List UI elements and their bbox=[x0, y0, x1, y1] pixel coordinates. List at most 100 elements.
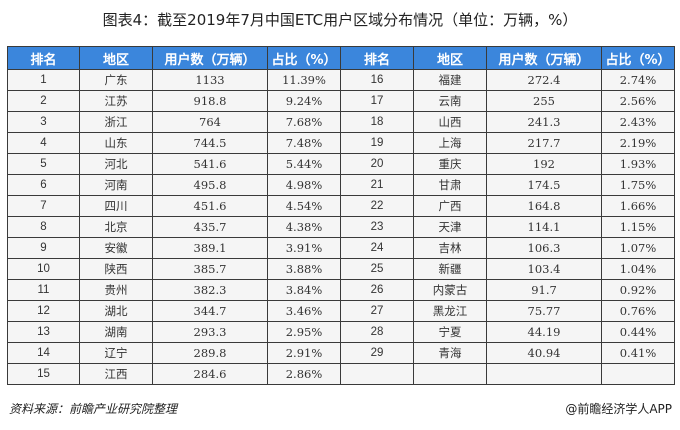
cell-region bbox=[413, 363, 487, 385]
cell-region: 新疆 bbox=[413, 258, 487, 280]
cell-region: 北京 bbox=[79, 216, 153, 238]
cell-share: 0.76% bbox=[601, 300, 675, 322]
cell-share: 9.24% bbox=[267, 90, 341, 112]
table-row: 12 湖北 344.7 3.46% 27 黑龙江 75.77 0.76% bbox=[7, 300, 675, 322]
cell-share: 1.04% bbox=[601, 258, 675, 280]
column-header-share: 占比（%） bbox=[601, 46, 675, 70]
cell-share bbox=[601, 363, 675, 385]
cell-rank: 2 bbox=[7, 90, 80, 112]
column-header-share: 占比（%） bbox=[267, 46, 341, 70]
cell-rank: 27 bbox=[340, 300, 414, 322]
cell-share: 11.39% bbox=[267, 69, 341, 91]
figure-title: 图表4：截至2019年7月中国ETC用户区域分布情况（单位：万辆，%） bbox=[102, 11, 578, 29]
etc-region-table: 排名 地区 用户数（万辆） 占比（%） 排名 地区 用户数（万辆） 占比（%） 1 广东 1133… bbox=[7, 46, 675, 385]
cell-region: 宁夏 bbox=[413, 321, 487, 343]
table-row: 5 河北 541.6 5.44% 20 重庆 192 1.93% bbox=[7, 153, 675, 175]
cell-rank: 19 bbox=[340, 132, 414, 154]
table-row: 3 浙江 764 7.68% 18 山西 241.3 2.43% bbox=[7, 111, 675, 133]
cell-users: 1133 bbox=[152, 69, 268, 91]
cell-share: 0.41% bbox=[601, 342, 675, 364]
cell-share: 3.91% bbox=[267, 237, 341, 259]
cell-rank: 7 bbox=[7, 195, 80, 217]
cell-share: 1.93% bbox=[601, 153, 675, 175]
cell-share: 2.86% bbox=[267, 363, 341, 385]
cell-share: 2.95% bbox=[267, 321, 341, 343]
cell-share: 2.91% bbox=[267, 342, 341, 364]
cell-region: 河北 bbox=[79, 153, 153, 175]
table-row: 10 陕西 385.7 3.88% 25 新疆 103.4 1.04% bbox=[7, 258, 675, 280]
column-header-rank: 排名 bbox=[7, 46, 80, 70]
cell-region: 辽宁 bbox=[79, 342, 153, 364]
column-header-region: 地区 bbox=[413, 46, 487, 70]
cell-users: 541.6 bbox=[152, 153, 268, 175]
source-note: 资料来源：前瞻产业研究院整理 bbox=[9, 402, 178, 416]
table-row: 13 湖南 293.3 2.95% 28 宁夏 44.19 0.44% bbox=[7, 321, 675, 343]
cell-rank: 23 bbox=[340, 216, 414, 238]
cell-users: 164.8 bbox=[486, 195, 602, 217]
cell-users: 764 bbox=[152, 111, 268, 133]
cell-rank: 26 bbox=[340, 279, 414, 301]
cell-region: 重庆 bbox=[413, 153, 487, 175]
cell-region: 江西 bbox=[79, 363, 153, 385]
column-header-region: 地区 bbox=[79, 46, 153, 70]
cell-region: 山西 bbox=[413, 111, 487, 133]
cell-rank: 16 bbox=[340, 69, 414, 91]
cell-region: 安徽 bbox=[79, 237, 153, 259]
column-header-rank: 排名 bbox=[340, 46, 414, 70]
cell-rank bbox=[340, 363, 414, 385]
cell-rank: 8 bbox=[7, 216, 80, 238]
cell-region: 内蒙古 bbox=[413, 279, 487, 301]
cell-share: 3.84% bbox=[267, 279, 341, 301]
cell-region: 甘肃 bbox=[413, 174, 487, 196]
cell-users: 284.6 bbox=[152, 363, 268, 385]
cell-rank: 15 bbox=[7, 363, 80, 385]
table-row: 11 贵州 382.3 3.84% 26 内蒙古 91.7 0.92% bbox=[7, 279, 675, 301]
table-row: 9 安徽 389.1 3.91% 24 吉林 106.3 1.07% bbox=[7, 237, 675, 259]
cell-share: 7.48% bbox=[267, 132, 341, 154]
table-row: 8 北京 435.7 4.38% 23 天津 114.1 1.15% bbox=[7, 216, 675, 238]
table-row: 7 四川 451.6 4.54% 22 广西 164.8 1.66% bbox=[7, 195, 675, 217]
cell-share: 1.07% bbox=[601, 237, 675, 259]
cell-users: 451.6 bbox=[152, 195, 268, 217]
cell-users: 435.7 bbox=[152, 216, 268, 238]
cell-region: 上海 bbox=[413, 132, 487, 154]
cell-rank: 21 bbox=[340, 174, 414, 196]
table-header-row: 排名 地区 用户数（万辆） 占比（%） 排名 地区 用户数（万辆） 占比（%） bbox=[7, 46, 675, 70]
table-row: 14 辽宁 289.8 2.91% 29 青海 40.94 0.41% bbox=[7, 342, 675, 364]
cell-share: 1.15% bbox=[601, 216, 675, 238]
cell-share: 3.88% bbox=[267, 258, 341, 280]
table-row: 15 江西 284.6 2.86% bbox=[7, 363, 675, 385]
cell-rank: 22 bbox=[340, 195, 414, 217]
cell-share: 0.44% bbox=[601, 321, 675, 343]
cell-users: 389.1 bbox=[152, 237, 268, 259]
cell-rank: 14 bbox=[7, 342, 80, 364]
cell-share: 2.56% bbox=[601, 90, 675, 112]
cell-users: 289.8 bbox=[152, 342, 268, 364]
cell-rank: 18 bbox=[340, 111, 414, 133]
cell-share: 4.98% bbox=[267, 174, 341, 196]
cell-users: 293.3 bbox=[152, 321, 268, 343]
cell-users: 174.5 bbox=[486, 174, 602, 196]
cell-region: 云南 bbox=[413, 90, 487, 112]
cell-rank: 29 bbox=[340, 342, 414, 364]
cell-region: 天津 bbox=[413, 216, 487, 238]
cell-rank: 10 bbox=[7, 258, 80, 280]
cell-users: 40.94 bbox=[486, 342, 602, 364]
cell-region: 山东 bbox=[79, 132, 153, 154]
cell-rank: 13 bbox=[7, 321, 80, 343]
cell-region: 湖北 bbox=[79, 300, 153, 322]
cell-users: 272.4 bbox=[486, 69, 602, 91]
cell-rank: 20 bbox=[340, 153, 414, 175]
cell-rank: 1 bbox=[7, 69, 80, 91]
cell-rank: 28 bbox=[340, 321, 414, 343]
cell-share: 5.44% bbox=[267, 153, 341, 175]
cell-region: 青海 bbox=[413, 342, 487, 364]
cell-share: 2.74% bbox=[601, 69, 675, 91]
cell-users: 75.77 bbox=[486, 300, 602, 322]
cell-region: 湖南 bbox=[79, 321, 153, 343]
cell-rank: 9 bbox=[7, 237, 80, 259]
cell-rank: 11 bbox=[7, 279, 80, 301]
cell-region: 福建 bbox=[413, 69, 487, 91]
cell-region: 江苏 bbox=[79, 90, 153, 112]
cell-users: 255 bbox=[486, 90, 602, 112]
